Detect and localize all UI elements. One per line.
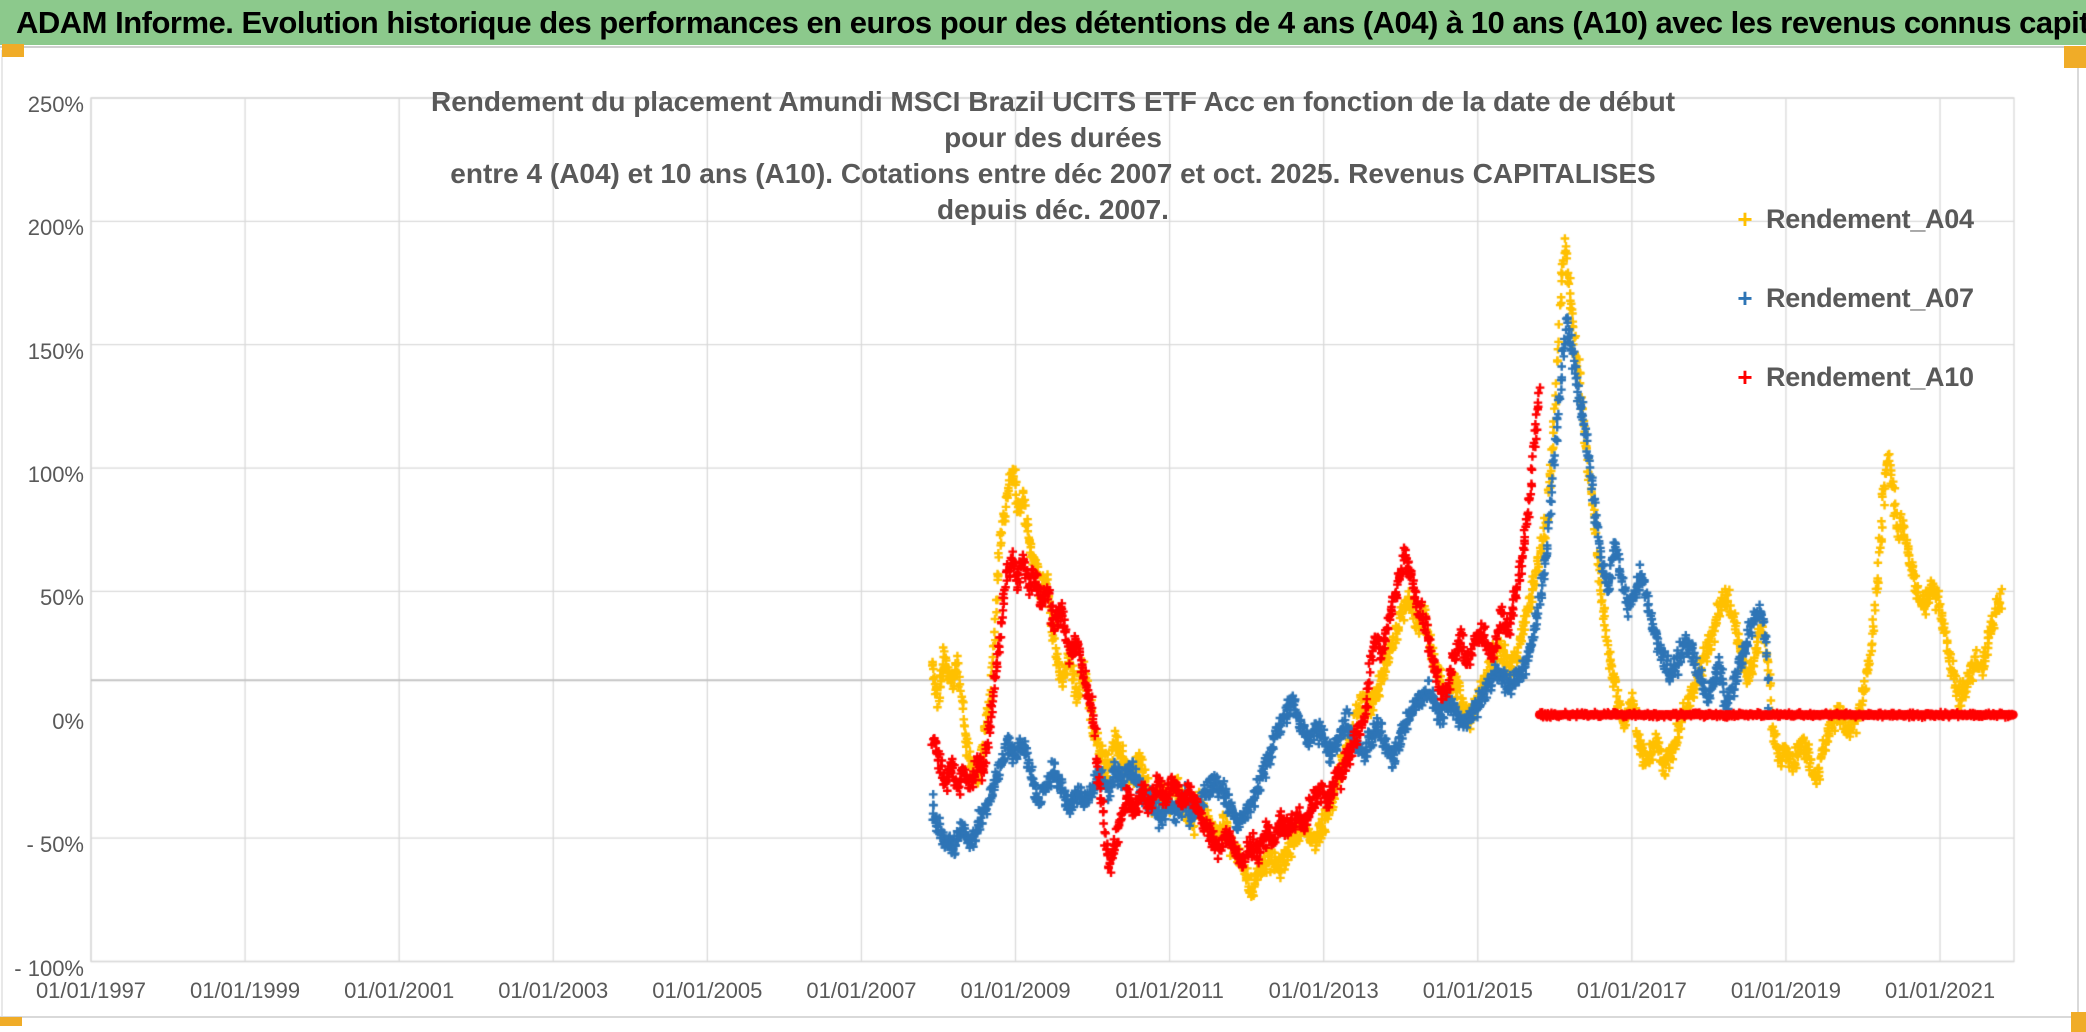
y-axis-tick-label: 150%: [27, 338, 84, 364]
chart-bottom-border: [0, 1016, 2072, 1018]
x-axis-tick-label: 01/01/2017: [1576, 978, 1687, 1003]
accent-mark-bottom-right: [2071, 1012, 2086, 1032]
plus-marker-icon: +: [1737, 283, 1753, 313]
legend-item-a04: + Rendement_A04: [1734, 203, 1974, 235]
legend-label: Rendement_A07: [1766, 282, 1974, 313]
x-axis-tick-label: 01/01/2007: [806, 978, 917, 1003]
chart-title: Rendement du placement Amundi MSCI Brazi…: [430, 86, 1676, 225]
accent-mark-header-right: [2064, 46, 2086, 68]
y-axis-tick-label: - 50%: [26, 832, 84, 858]
legend-label: Rendement_A10: [1766, 361, 1974, 392]
y-axis-tick-label: - 100%: [14, 955, 84, 981]
x-axis-tick-label: 01/01/1997: [35, 978, 147, 1003]
x-axis-tick-label: 01/01/2001: [344, 978, 455, 1003]
chart-right-border: [2077, 64, 2079, 1016]
y-axis-tick-label: 250%: [27, 92, 84, 117]
y-axis-tick-label: 200%: [27, 215, 84, 241]
legend-label: Rendement_A04: [1766, 203, 1974, 234]
accent-mark-bottom-left: [0, 1017, 22, 1026]
x-axis-tick-label: 01/01/2003: [498, 978, 609, 1003]
y-axis-tick-label: 50%: [39, 585, 84, 611]
legend-item-a10: + Rendement_A10: [1734, 361, 1974, 393]
legend-item-a07: + Rendement_A07: [1734, 282, 1974, 314]
x-axis-tick-label: 01/01/2005: [652, 978, 763, 1003]
accent-mark-header-left: [2, 44, 24, 57]
page-title: ADAM Informe. Evolution historique des p…: [16, 4, 2086, 40]
x-axis-tick-label: 01/01/2011: [1115, 978, 1224, 1003]
x-axis-tick-label: 01/01/2009: [960, 978, 1071, 1003]
chart-legend: + Rendement_A04 + Rendement_A07 + Rendem…: [1734, 203, 1974, 393]
header-divider: [0, 46, 2086, 48]
x-axis-tick-label: 01/01/2019: [1730, 978, 1841, 1003]
y-axis-tick-label: 0%: [52, 708, 84, 734]
x-axis-tick-label: 01/01/2021: [1884, 978, 1996, 1003]
x-axis-tick-label: 01/01/2015: [1422, 978, 1533, 1003]
page-title-bar: ADAM Informe. Evolution historique des p…: [0, 0, 2086, 45]
chart-left-border: [1, 50, 3, 1016]
y-axis-tick-label: 100%: [27, 462, 84, 488]
x-axis-tick-label: 01/01/1999: [190, 978, 301, 1003]
plus-marker-icon: +: [1737, 204, 1753, 234]
x-axis-tick-label: 01/01/2013: [1268, 978, 1379, 1003]
plus-marker-icon: +: [1737, 362, 1753, 392]
